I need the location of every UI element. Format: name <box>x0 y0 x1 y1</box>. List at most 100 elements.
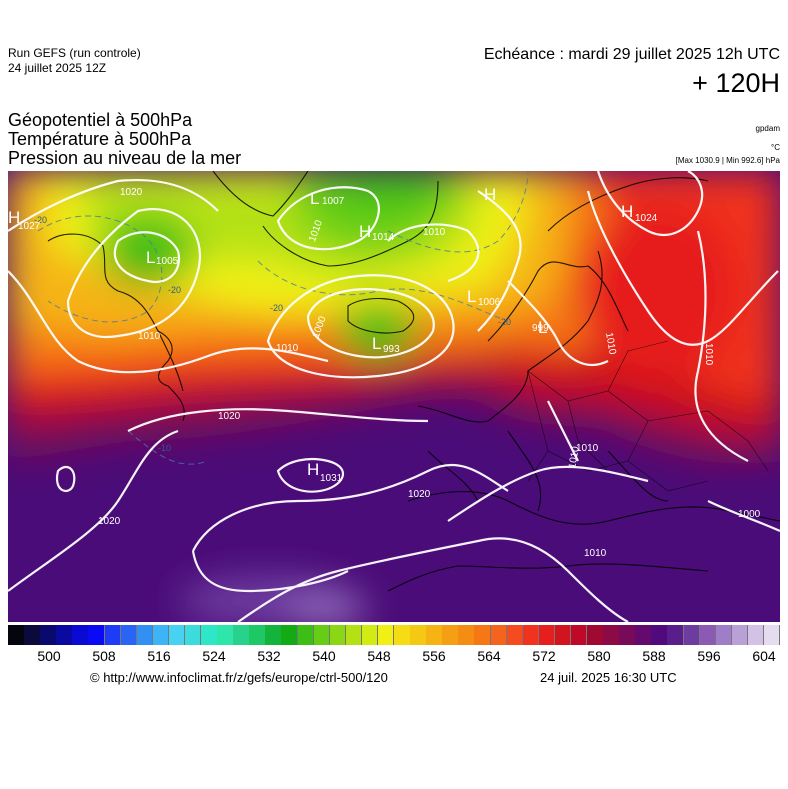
forecast-lead-time: + 120H <box>692 68 780 98</box>
parameter-geopotential: Géopotentiel à 500hPa <box>8 110 193 130</box>
parameter-mslp: Pression au niveau de la mer <box>8 148 242 168</box>
color-scale-swatch <box>394 625 411 645</box>
svg-text:1005: 1005 <box>156 256 179 267</box>
color-scale-swatch <box>522 625 540 645</box>
color-scale-swatch <box>40 625 57 645</box>
color-scale-swatch <box>377 625 395 645</box>
high-center: H 1024 <box>621 202 658 224</box>
color-scale-tick-label: 540 <box>312 648 336 664</box>
svg-text:H: H <box>8 208 20 227</box>
isobar-label: 1000 <box>738 509 761 520</box>
high-center: H 1031 <box>307 460 343 484</box>
svg-text:L: L <box>538 318 547 337</box>
color-scale-swatch <box>506 625 524 645</box>
color-scale-tick-label: 580 <box>587 648 611 664</box>
low-center: L 993 <box>372 334 400 355</box>
color-scale-tick-label: 548 <box>367 648 391 664</box>
color-scale-swatch <box>249 625 266 645</box>
color-scale-swatch <box>72 625 89 645</box>
color-scale-tick-label: 572 <box>532 648 556 664</box>
color-scale-swatch <box>104 625 122 645</box>
color-scale-swatch <box>345 625 363 645</box>
color-scale-swatch <box>442 625 459 645</box>
unit-pressure-range: [Max 1030.9 | Min 992.6] hPa <box>675 156 780 165</box>
color-scale-swatch <box>747 625 765 645</box>
isobar-label: 1010 <box>276 343 299 354</box>
color-scale-tick-label: 564 <box>477 648 501 664</box>
color-scale-swatch <box>361 625 379 645</box>
run-title: Run GEFS (run controle) <box>8 46 141 60</box>
color-scale-swatch <box>715 625 733 645</box>
isobar-label: 1020 <box>218 411 241 422</box>
low-center: L 1006 <box>467 287 501 308</box>
color-scale-swatch <box>667 625 684 645</box>
color-scale-bar <box>8 625 781 645</box>
isotherm-label: -20 <box>498 317 511 327</box>
color-scale-swatch <box>570 625 588 645</box>
color-scale-swatch <box>56 625 73 645</box>
color-scale-swatch <box>233 625 250 645</box>
color-scale-tick-label: 532 <box>257 648 281 664</box>
color-scale-swatch <box>683 625 701 645</box>
forecast-valid-time: Echéance : mardi 29 juillet 2025 12h UTC <box>483 46 780 63</box>
color-scale-swatch <box>603 625 620 645</box>
svg-text:L: L <box>372 334 381 353</box>
color-scale-swatch <box>217 625 234 645</box>
svg-text:H: H <box>307 460 319 479</box>
unit-celsius: °C <box>771 143 780 152</box>
isobar-label: 1010 <box>584 548 607 559</box>
color-scale-swatch <box>265 625 282 645</box>
color-scale-tick-label: 556 <box>422 648 446 664</box>
svg-text:H: H <box>484 185 496 204</box>
svg-text:1024: 1024 <box>635 213 658 224</box>
svg-text:1031: 1031 <box>320 473 343 484</box>
isotherms <box>37 171 529 465</box>
run-date: 24 juillet 2025 12Z <box>8 61 107 75</box>
color-scale-tick-label: 596 <box>697 648 721 664</box>
svg-text:1014: 1014 <box>372 232 395 243</box>
color-scale-swatch <box>329 625 347 645</box>
color-scale-swatch <box>458 625 475 645</box>
color-scale-swatch <box>538 625 556 645</box>
svg-text:993: 993 <box>383 344 400 355</box>
svg-text:999: 999 <box>532 323 549 334</box>
isobar-label: 1010 <box>576 443 599 454</box>
isotherm-labels: -20 -20 -20 -20 -10 <box>34 215 511 453</box>
unit-gpdam: gpdam <box>755 124 780 133</box>
color-scale-swatch <box>490 625 508 645</box>
color-scale-swatch <box>136 625 154 645</box>
low-center: L 1007 <box>310 189 345 208</box>
color-scale-swatch <box>8 625 25 645</box>
color-scale-swatch <box>763 625 781 645</box>
color-scale-swatch <box>587 625 604 645</box>
isotherm-label: -20 <box>34 215 47 225</box>
high-center: H <box>484 185 496 204</box>
isotherm-label: -10 <box>158 443 171 453</box>
color-scale-swatch <box>152 625 170 645</box>
color-scale-tick-label: 588 <box>642 648 666 664</box>
color-scale-tick-label: 604 <box>752 648 776 664</box>
color-scale-swatch <box>88 625 105 645</box>
source-credit: © http://www.infoclimat.fr/z/gefs/europe… <box>90 670 388 685</box>
isotherm-label: -20 <box>270 303 283 313</box>
isobars <box>8 171 780 622</box>
coastlines <box>47 171 780 592</box>
color-scale-swatch <box>554 625 572 645</box>
color-scale-swatch <box>24 625 41 645</box>
color-scale-swatch <box>297 625 315 645</box>
isotherm-label: -20 <box>168 285 181 295</box>
color-scale-swatch <box>168 625 186 645</box>
color-scale-tick-label: 508 <box>92 648 116 664</box>
color-scale-swatch <box>313 625 331 645</box>
borders <box>527 340 769 492</box>
svg-text:H: H <box>621 202 633 221</box>
isobar-label: 1010 <box>423 227 446 238</box>
svg-text:L: L <box>467 287 476 306</box>
color-scale-swatch <box>635 625 652 645</box>
svg-text:H: H <box>359 222 371 241</box>
isobar-label: 1020 <box>408 489 431 500</box>
svg-text:1027: 1027 <box>18 221 41 232</box>
color-scale-swatch <box>619 625 636 645</box>
